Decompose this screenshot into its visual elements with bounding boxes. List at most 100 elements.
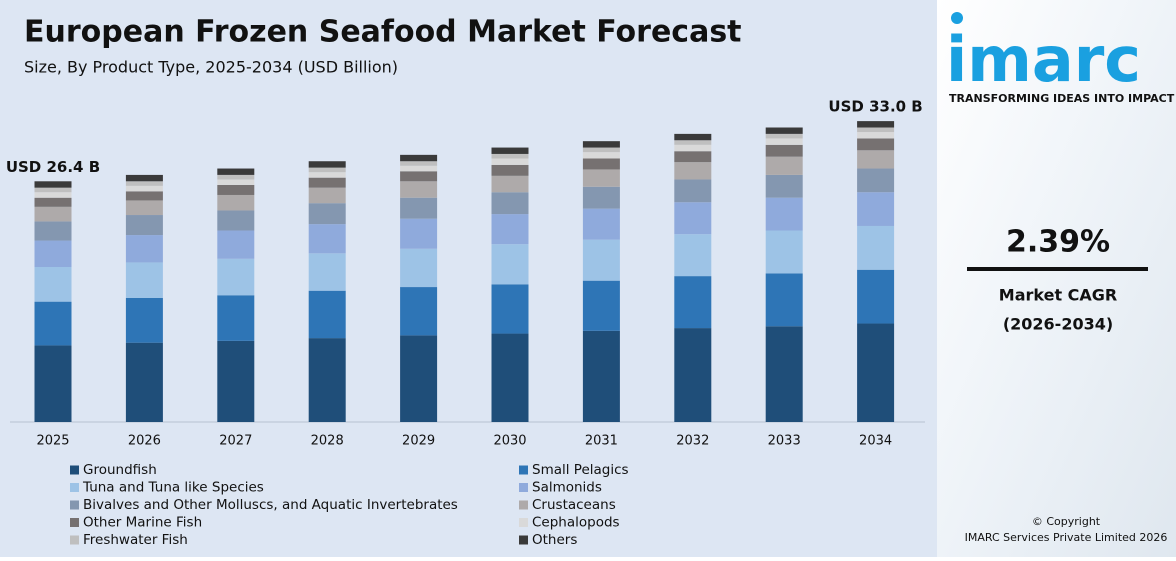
bar-segment bbox=[217, 168, 255, 175]
bar-segment bbox=[582, 186, 620, 209]
bar-segment bbox=[857, 150, 895, 169]
legend-swatch bbox=[70, 500, 79, 510]
legend-swatch bbox=[519, 500, 528, 510]
bar-segment bbox=[125, 181, 163, 186]
bar-segment bbox=[308, 253, 346, 291]
x-tick-label: 2026 bbox=[128, 434, 161, 449]
bar-segment bbox=[125, 342, 163, 422]
bar-segment bbox=[491, 244, 529, 285]
plot: 2025 2026 2027 2028 2029 2030 2031 2032 2033 2034… bbox=[6, 98, 923, 548]
bar-segment bbox=[582, 147, 620, 153]
bar-segment bbox=[400, 248, 438, 288]
x-tick-label: 2031 bbox=[585, 434, 618, 449]
bar-segment bbox=[125, 200, 163, 216]
bar-segment bbox=[217, 194, 255, 211]
bar-segment bbox=[857, 168, 895, 193]
bar-segment bbox=[308, 172, 346, 178]
company: IMARC Services Private Limited 2026 bbox=[965, 531, 1168, 544]
bar-segment bbox=[308, 161, 346, 168]
legend-label: Tuna and Tuna like Species bbox=[82, 480, 264, 496]
bar-segment bbox=[491, 214, 529, 245]
bar-segment bbox=[34, 181, 72, 188]
logo-dot bbox=[951, 12, 963, 24]
bar-segment bbox=[857, 192, 895, 226]
sidebar-background bbox=[937, 0, 1176, 557]
bar-segment bbox=[765, 273, 803, 327]
bar-segment bbox=[491, 284, 529, 334]
bar-segment bbox=[491, 164, 529, 176]
bar-segment bbox=[34, 240, 72, 267]
bar-segment bbox=[674, 179, 712, 203]
bar-segment bbox=[765, 127, 803, 134]
bar-segment bbox=[34, 221, 72, 241]
x-tick-label: 2033 bbox=[768, 434, 801, 449]
bar-segment bbox=[34, 345, 72, 422]
bar-segment bbox=[400, 165, 438, 172]
bar-segment bbox=[857, 323, 895, 422]
bar-segment bbox=[217, 258, 255, 296]
bar-segment bbox=[765, 133, 803, 139]
legend-label: Others bbox=[532, 532, 577, 548]
logo: imarc bbox=[946, 23, 1141, 96]
bar-segment bbox=[308, 177, 346, 188]
x-tick-label: 2034 bbox=[859, 434, 892, 449]
copyright: © Copyright bbox=[1032, 515, 1101, 528]
bar-segment bbox=[582, 158, 620, 170]
bar-segment bbox=[765, 144, 803, 157]
bar-segment bbox=[217, 295, 255, 341]
bar-segment bbox=[857, 138, 895, 151]
bar-segment bbox=[34, 197, 72, 207]
bar-segment bbox=[491, 333, 529, 422]
legend-label: Bivalves and Other Molluscs, and Aquatic… bbox=[83, 497, 458, 513]
bar-segment bbox=[217, 179, 255, 185]
x-tick-label: 2028 bbox=[311, 434, 344, 449]
bar-segment bbox=[308, 203, 346, 225]
cagr-label: Market CAGR bbox=[999, 286, 1117, 305]
bar-segment bbox=[308, 167, 346, 173]
bar-segment bbox=[674, 151, 712, 163]
bar-segment bbox=[491, 158, 529, 165]
bar-segment bbox=[674, 202, 712, 235]
legend-label: Crustaceans bbox=[532, 497, 616, 513]
total-label: USD 33.0 B bbox=[828, 98, 922, 116]
bar-segment bbox=[491, 153, 529, 159]
bar-segment bbox=[34, 192, 72, 198]
bar-segment bbox=[217, 174, 255, 180]
bar-segment bbox=[765, 174, 803, 198]
bar-segment bbox=[308, 290, 346, 339]
bar-segment bbox=[125, 298, 163, 343]
sidebar: imarc TRANSFORMING IDEAS INTO IMPACT 2.3… bbox=[946, 12, 1175, 544]
x-tick-label: 2025 bbox=[36, 434, 69, 449]
bar-segment bbox=[34, 301, 72, 346]
bar-segment bbox=[582, 208, 620, 240]
bar-segment bbox=[34, 187, 72, 193]
bar-segment bbox=[582, 169, 620, 187]
bar-segment bbox=[125, 191, 163, 201]
bar-segment bbox=[125, 215, 163, 236]
cagr-period: (2026-2034) bbox=[1003, 315, 1113, 334]
bar-segment bbox=[857, 225, 895, 270]
bar-segment bbox=[582, 141, 620, 148]
chart-title: European Frozen Seafood Market Forecast bbox=[24, 15, 742, 50]
bar-segment bbox=[400, 181, 438, 198]
bar-segment bbox=[34, 206, 72, 222]
bar-segment bbox=[400, 161, 438, 166]
bar-segment bbox=[125, 262, 163, 298]
bar-segment bbox=[674, 133, 712, 141]
legend-swatch bbox=[519, 535, 528, 545]
bar-segment bbox=[674, 328, 712, 422]
bar-segment bbox=[765, 197, 803, 231]
bar-segment bbox=[125, 174, 163, 182]
bar-segment bbox=[308, 338, 346, 422]
bar-segment bbox=[582, 152, 620, 159]
bar-segment bbox=[491, 175, 529, 193]
cagr-value: 2.39% bbox=[1006, 225, 1110, 260]
bar-segment bbox=[400, 154, 438, 162]
bar-segment bbox=[400, 287, 438, 336]
bar-segment bbox=[765, 230, 803, 274]
legend-label: Cephalopods bbox=[532, 515, 620, 531]
bar-segment bbox=[34, 267, 72, 302]
bar-segment bbox=[674, 144, 712, 152]
legend-swatch bbox=[70, 465, 79, 475]
bar-segment bbox=[857, 127, 895, 133]
